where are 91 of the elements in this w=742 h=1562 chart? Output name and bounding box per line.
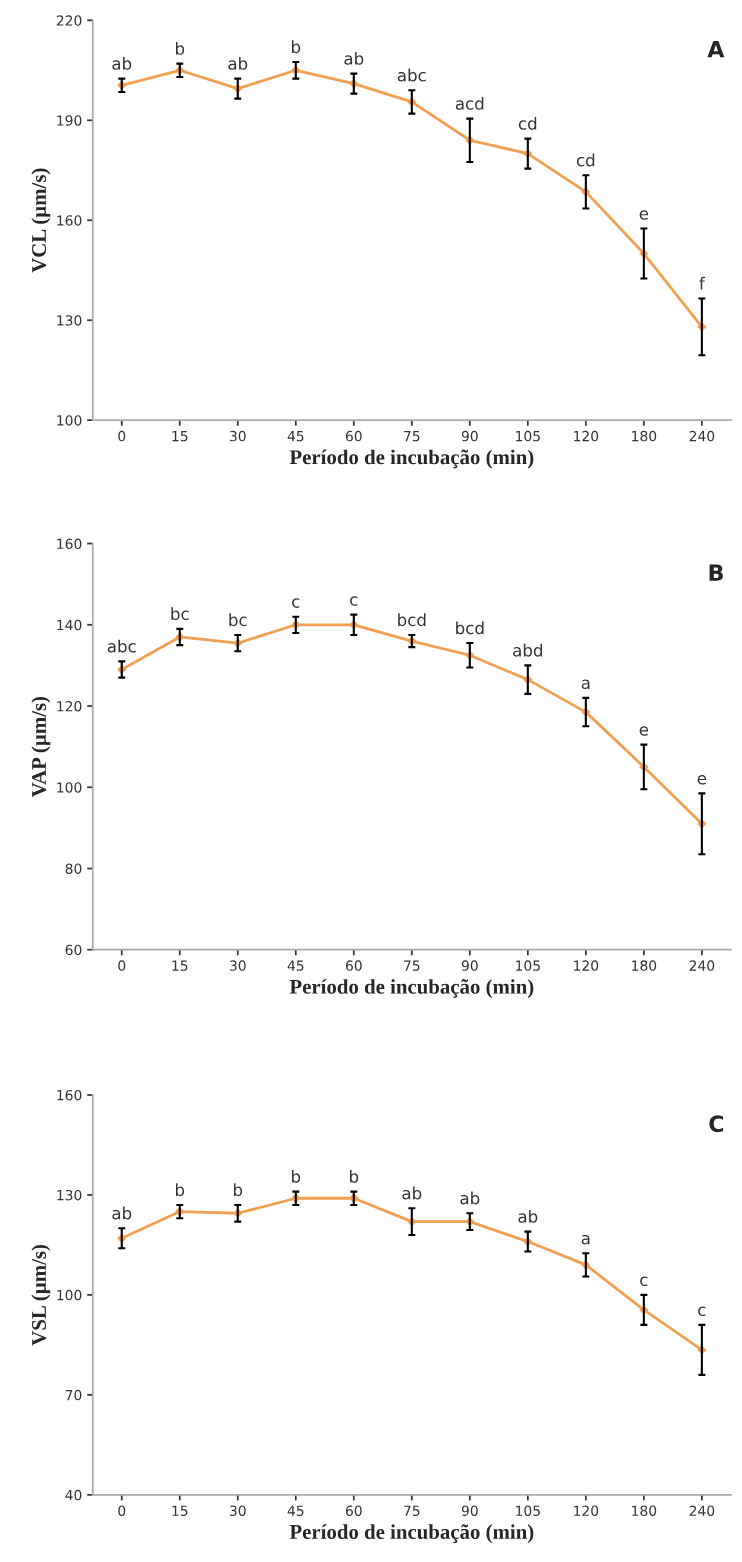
y-axis-title: VCL (µm/s)	[31, 168, 51, 273]
y-tick-label: 40	[65, 1489, 82, 1501]
x-tick-label: 120	[574, 1505, 599, 1516]
x-tick-label: 75	[404, 1505, 420, 1516]
annotation: bcd	[456, 621, 484, 635]
x-tick-label: 105	[516, 430, 540, 442]
y-tick-label: 160	[57, 1089, 82, 1101]
annotation: cd	[518, 116, 537, 130]
x-axis-title: Período de incubação (min)	[289, 1524, 534, 1544]
annotation: ab	[228, 56, 248, 70]
x-tick-label: 120	[574, 430, 599, 442]
x-axis-title: Período de incubação (min)	[289, 979, 534, 999]
annotation: ab	[402, 1186, 422, 1200]
x-tick-label: 60	[345, 430, 362, 442]
y-tick-label: 100	[57, 1289, 82, 1301]
annotation: e	[697, 774, 707, 785]
x-tick-label: 15	[172, 960, 188, 971]
x-tick-label: 0	[118, 430, 126, 442]
x-tick-label: 45	[287, 431, 304, 442]
x-tick-label: 90	[461, 1505, 478, 1516]
x-tick-label: 60	[345, 1505, 362, 1516]
annotation: c	[640, 1276, 648, 1287]
y-tick-label: 160	[57, 215, 82, 226]
y-axis-title: VSL (µm/s)	[31, 1244, 51, 1346]
y-tick-label: 160	[57, 538, 82, 550]
annotation: ab	[460, 1191, 480, 1205]
x-tick-label: 90	[461, 430, 478, 442]
text: B	[709, 564, 723, 581]
x-tick-label: 240	[689, 430, 715, 442]
x-tick-label: 0	[118, 1505, 126, 1516]
x-tick-label: 180	[632, 430, 657, 442]
annotation: b	[292, 1169, 301, 1183]
x-tick-label: 45	[287, 960, 304, 971]
annotation: bc	[171, 607, 189, 621]
annotation: cd	[576, 153, 595, 167]
annotation: a	[581, 679, 590, 690]
annotation: c	[292, 598, 300, 608]
x-tick-label: 45	[287, 1505, 304, 1516]
x-tick-label: 0	[118, 960, 126, 971]
y-tick-label: 70	[65, 1389, 82, 1401]
y-tick-label: 60	[65, 944, 82, 956]
annotation: e	[639, 726, 649, 736]
y-tick-label: 140	[57, 619, 82, 631]
x-tick-label: 105	[516, 960, 540, 971]
x-tick-label: 30	[230, 1505, 246, 1516]
x-tick-label: 90	[461, 960, 478, 971]
annotation: acd	[455, 96, 484, 110]
annotation: b	[175, 1183, 185, 1197]
y-tick-label: 130	[57, 315, 82, 326]
text: A	[707, 40, 725, 58]
x-tick-label: 180	[632, 960, 657, 971]
y-axis-title: VAP (µm/s)	[31, 696, 51, 798]
annotation: b	[292, 40, 301, 54]
annotation: a	[581, 1234, 590, 1245]
y-tick-label: 220	[56, 15, 82, 26]
x-tick-label: 60	[345, 960, 362, 971]
annotation: e	[639, 210, 649, 220]
annotation: ab	[344, 51, 364, 65]
text: C	[709, 1115, 724, 1133]
x-tick-label: 15	[172, 1505, 188, 1516]
annotation: ab	[112, 56, 132, 70]
annotation: bcd	[398, 613, 426, 627]
annotation: f	[699, 276, 706, 290]
x-tick-label: 75	[404, 431, 420, 442]
annotation: c	[698, 1306, 706, 1317]
x-tick-label: 180	[632, 1505, 657, 1516]
x-tick-label: 75	[404, 960, 420, 971]
y-tick-label: 100	[57, 415, 82, 426]
x-tick-label: 30	[230, 960, 246, 971]
annotation: bc	[229, 613, 247, 627]
x-tick-label: 15	[172, 431, 188, 442]
y-tick-label: 80	[65, 863, 82, 874]
x-tick-label: 240	[689, 1505, 715, 1516]
annotation: b	[350, 1169, 359, 1183]
annotation: abc	[397, 68, 426, 82]
annotation: ab	[518, 1209, 538, 1223]
annotation: b	[234, 1183, 243, 1197]
annotation: abc	[107, 639, 136, 653]
annotation: abd	[513, 643, 542, 657]
annotation: c	[350, 596, 358, 606]
y-tick-label: 100	[57, 782, 82, 793]
x-tick-label: 30	[230, 430, 246, 442]
annotation: ab	[112, 1206, 132, 1220]
y-tick-label: 190	[57, 115, 82, 126]
y-tick-label: 130	[57, 1189, 82, 1201]
annotation: b	[175, 41, 185, 55]
x-tick-label: 105	[516, 1505, 540, 1516]
x-tick-label: 240	[689, 960, 715, 971]
x-axis-title: Período de incubação (min)	[289, 449, 534, 469]
y-tick-label: 120	[57, 700, 82, 712]
x-tick-label: 120	[574, 960, 599, 971]
